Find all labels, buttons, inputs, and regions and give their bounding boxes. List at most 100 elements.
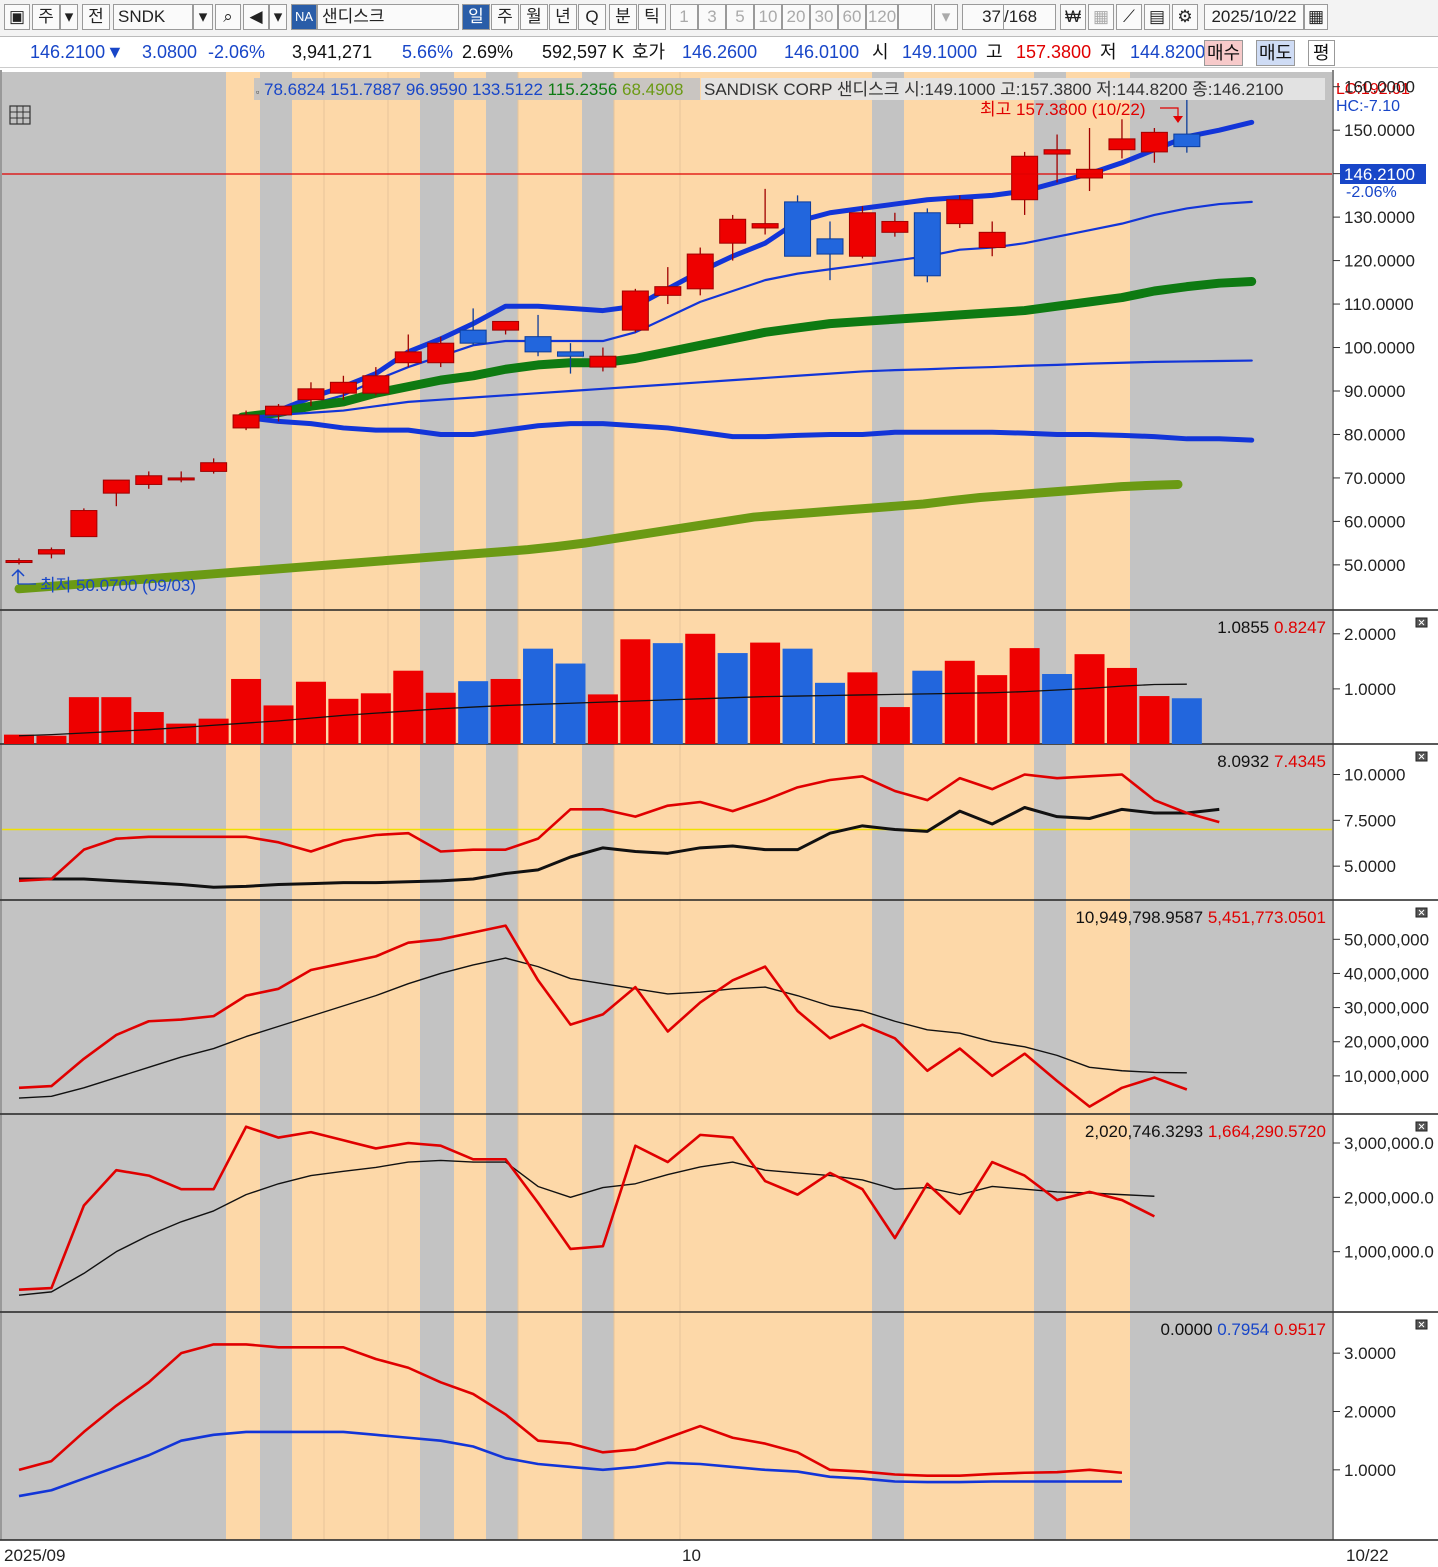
volume-panel — [4, 633, 1202, 744]
candle-body — [232, 414, 260, 429]
grid-icon[interactable]: ▦ — [1088, 4, 1114, 30]
panel-value: 10,949,798.9587 — [1075, 908, 1203, 927]
ma-line-4 — [240, 359, 1253, 419]
y-tick-label: 2.0000 — [1344, 625, 1396, 644]
panel-values: 0.0000 0.7954 0.9517 — [1161, 1320, 1326, 1339]
candle-body — [1108, 138, 1136, 151]
chevron-down-icon[interactable]: ▾ — [60, 4, 78, 30]
candle-body — [913, 212, 941, 277]
period-year[interactable]: 년 — [549, 4, 577, 30]
chart-window-icon[interactable]: ▣ — [4, 4, 30, 30]
search-icon[interactable]: ⌕ — [215, 4, 241, 30]
volume-bar — [101, 697, 132, 744]
volume-bar — [912, 670, 943, 744]
ma-line-3 — [237, 276, 1257, 422]
chevron-down-icon[interactable]: ▾ — [193, 4, 213, 30]
candle-body — [362, 375, 390, 394]
bar-count-input[interactable]: 37 — [962, 4, 1004, 30]
low-price: 144.8200 — [1130, 42, 1206, 62]
candle-body — [719, 218, 747, 244]
gear-icon[interactable]: ⚙ — [1172, 4, 1198, 30]
bid-price: 146.0100 — [784, 42, 860, 62]
interval-input[interactable] — [898, 4, 932, 30]
candle-body — [394, 351, 422, 364]
ind1-panel-red-line — [18, 773, 1220, 883]
prev-button[interactable]: 전 — [82, 4, 110, 30]
candle — [1140, 127, 1168, 163]
interval-20[interactable]: 20 — [782, 4, 810, 30]
chart-type-icon[interactable]: ₩ — [1060, 4, 1086, 30]
period-quarter[interactable]: Q — [578, 4, 606, 30]
lc-label: LC:192.01 — [1336, 81, 1410, 98]
candle-body — [848, 212, 876, 257]
interval-5[interactable]: 5 — [726, 4, 754, 30]
panel-values: 2,020,746.3293 1,664,290.5720 — [1085, 1122, 1326, 1141]
save-icon[interactable]: ▤ — [1144, 4, 1170, 30]
interval-60[interactable]: 60 — [838, 4, 866, 30]
volume-bar — [490, 678, 521, 744]
interval-10[interactable]: 10 — [754, 4, 782, 30]
change-value: 3.0800 — [142, 42, 198, 62]
max-arrow-icon — [1173, 116, 1183, 123]
speaker-icon[interactable]: ◀ — [243, 4, 269, 30]
candle-body — [946, 199, 974, 225]
market-select[interactable]: 주 — [32, 4, 60, 30]
candle — [524, 314, 552, 357]
volume-bar — [815, 682, 845, 744]
sell-button[interactable]: 매도 — [1256, 40, 1296, 66]
volume-bar — [198, 718, 229, 744]
interval-120[interactable]: 120 — [866, 4, 898, 30]
period-week[interactable]: 주 — [491, 4, 519, 30]
candle — [556, 343, 584, 374]
max-note: 최고 157.3800 (10/22) — [980, 100, 1146, 119]
volume-bar — [523, 648, 554, 744]
buy-button[interactable]: 매수 — [1204, 40, 1244, 66]
table-icon[interactable] — [9, 105, 31, 125]
chevron-down-icon[interactable]: ▾ — [269, 4, 287, 30]
y-tick-label: 100.0000 — [1344, 339, 1415, 358]
candle-body — [621, 290, 649, 331]
interval-1[interactable]: 1 — [670, 4, 698, 30]
period-minute[interactable]: 분 — [609, 4, 637, 30]
period-day[interactable]: 일 — [462, 4, 490, 30]
y-tick-label: 80.0000 — [1344, 425, 1405, 444]
stock-name[interactable]: 샌디스크 — [317, 4, 459, 30]
stock-chart[interactable]: ▫ 78.6824 151.7887 96.9590 133.5122 115.… — [0, 70, 1438, 1567]
volume-bar — [295, 681, 326, 744]
ma-legend-marker: ▫ — [256, 87, 259, 97]
volume-bar — [847, 672, 878, 744]
y-tick-label: 10,000,000 — [1344, 1067, 1429, 1086]
candle — [394, 334, 422, 368]
ma-legend: 78.6824 151.7887 96.9590 133.5122 115.23… — [264, 80, 683, 99]
candle-body — [589, 355, 617, 368]
candle — [492, 320, 520, 335]
y-tick-label: 60.0000 — [1344, 512, 1405, 531]
chevron-down-icon[interactable]: ▾ — [934, 4, 958, 30]
period-tick[interactable]: 틱 — [638, 4, 666, 30]
volume-bar — [944, 660, 975, 744]
period-month[interactable]: 월 — [520, 4, 548, 30]
ma-legend-value: 68.4908 — [617, 80, 683, 99]
symbol-input[interactable]: SNDK — [113, 4, 193, 30]
chart-settings[interactable] — [9, 105, 31, 125]
candle-body — [427, 342, 455, 364]
last-price-tag: 146.2100 -2.06% — [1340, 164, 1426, 201]
interval-30[interactable]: 30 — [810, 4, 838, 30]
candle-body — [37, 549, 65, 555]
chart-grid — [0, 70, 1438, 1567]
volume-bar — [1139, 696, 1170, 744]
eval-button[interactable]: 평 — [1308, 40, 1335, 66]
date-input[interactable]: 2025/10/22 — [1204, 4, 1304, 30]
candle-body — [135, 475, 163, 485]
y-tick-label: 160.0000 — [1344, 78, 1415, 97]
amount: 592,597 K — [542, 42, 625, 62]
calendar-icon[interactable]: ▦ — [1304, 4, 1328, 30]
y-tick-label: 5.0000 — [1344, 857, 1396, 876]
line-tool-icon[interactable]: ⟋ — [1116, 4, 1142, 30]
ma-legend-value: 151.7887 — [325, 80, 401, 99]
candle — [848, 206, 876, 259]
interval-3[interactable]: 3 — [698, 4, 726, 30]
volume-bar — [1009, 648, 1040, 744]
volume-bar — [4, 734, 34, 744]
candle — [102, 479, 130, 507]
